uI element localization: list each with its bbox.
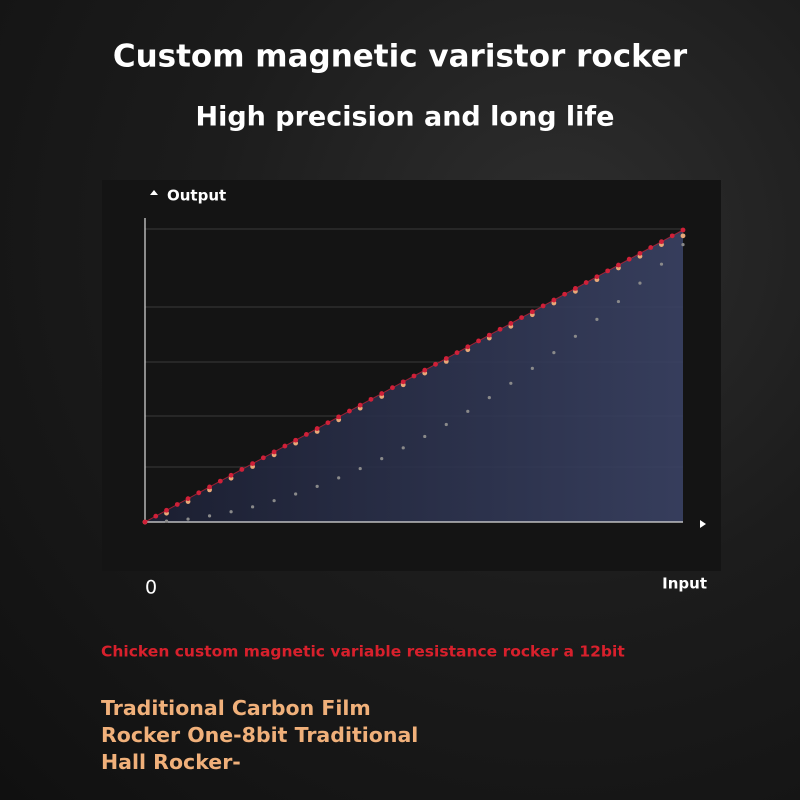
data-point bbox=[433, 361, 438, 367]
data-point bbox=[562, 291, 568, 297]
data-point bbox=[595, 317, 599, 321]
legend-entry: Rocker One-8bit Traditional bbox=[101, 723, 418, 747]
data-point bbox=[260, 455, 266, 461]
data-point bbox=[648, 245, 654, 250]
data-point bbox=[583, 280, 589, 285]
data-point bbox=[347, 408, 352, 414]
data-point bbox=[186, 517, 190, 521]
data-point bbox=[616, 299, 621, 304]
chart-subtitle: High precision and long life bbox=[195, 102, 614, 133]
data-point bbox=[272, 499, 276, 503]
data-point bbox=[476, 338, 481, 344]
data-point bbox=[229, 510, 233, 514]
data-point bbox=[400, 379, 406, 385]
data-point bbox=[422, 367, 428, 373]
data-point bbox=[552, 351, 556, 355]
data-point bbox=[228, 472, 234, 478]
data-point bbox=[466, 409, 470, 413]
data-point bbox=[294, 492, 298, 496]
data-point bbox=[509, 381, 513, 385]
legend-entry: Chicken custom magnetic variable resista… bbox=[101, 643, 625, 661]
data-point bbox=[164, 507, 169, 513]
x-axis-arrow bbox=[700, 520, 706, 528]
data-point bbox=[293, 437, 299, 443]
data-point bbox=[142, 519, 148, 525]
data-point bbox=[680, 233, 686, 239]
data-point bbox=[282, 443, 288, 449]
data-point bbox=[594, 274, 600, 280]
data-point bbox=[616, 262, 621, 268]
data-point bbox=[251, 505, 255, 509]
data-point bbox=[217, 478, 223, 484]
y-axis-label: Output bbox=[167, 187, 226, 205]
data-point bbox=[153, 513, 159, 519]
data-point bbox=[605, 268, 611, 274]
data-point bbox=[314, 426, 320, 431]
data-point bbox=[368, 396, 374, 402]
data-point bbox=[315, 484, 319, 488]
data-point bbox=[573, 286, 578, 291]
series bbox=[142, 227, 686, 525]
y-axis-arrow bbox=[150, 190, 158, 195]
data-point bbox=[497, 326, 503, 332]
legend-entry: Hall Rocker- bbox=[101, 750, 241, 774]
data-point bbox=[454, 350, 460, 356]
data-point bbox=[207, 514, 212, 518]
data-point bbox=[423, 434, 427, 439]
data-point bbox=[659, 239, 664, 245]
data-point bbox=[336, 414, 342, 420]
data-point bbox=[337, 476, 341, 480]
data-point bbox=[380, 457, 384, 461]
data-point bbox=[325, 420, 331, 426]
data-point bbox=[465, 344, 471, 350]
data-point bbox=[239, 467, 245, 472]
data-point bbox=[487, 396, 491, 400]
data-point bbox=[379, 391, 385, 396]
data-point bbox=[196, 490, 202, 496]
data-point bbox=[443, 356, 449, 361]
x-axis-label: Input bbox=[662, 575, 707, 593]
data-point bbox=[551, 297, 557, 303]
data-point bbox=[250, 461, 256, 466]
data-point bbox=[444, 422, 448, 427]
legend-entry: Traditional Carbon Film bbox=[101, 696, 371, 720]
data-point bbox=[540, 303, 546, 309]
data-point bbox=[207, 484, 212, 490]
data-point bbox=[401, 446, 405, 450]
chart-title: Custom magnetic varistor rocker bbox=[113, 39, 688, 75]
data-point bbox=[529, 309, 535, 315]
data-point bbox=[357, 402, 363, 408]
data-point bbox=[164, 519, 169, 523]
data-point bbox=[358, 466, 362, 471]
data-point bbox=[669, 233, 675, 239]
data-point bbox=[626, 256, 632, 262]
data-point bbox=[680, 227, 686, 233]
data-point bbox=[659, 262, 664, 266]
data-point bbox=[573, 334, 578, 338]
data-point bbox=[390, 385, 395, 391]
data-point bbox=[530, 366, 534, 371]
data-point bbox=[304, 432, 309, 437]
data-point bbox=[637, 250, 643, 256]
data-point bbox=[486, 332, 492, 338]
x-tick-label: 0 bbox=[145, 577, 157, 599]
data-point bbox=[519, 315, 524, 320]
data-point bbox=[681, 243, 685, 247]
data-point bbox=[174, 502, 180, 507]
data-point bbox=[411, 373, 417, 379]
data-point bbox=[638, 281, 642, 285]
data-point bbox=[185, 496, 191, 502]
data-point bbox=[271, 449, 277, 455]
data-point bbox=[508, 321, 514, 326]
